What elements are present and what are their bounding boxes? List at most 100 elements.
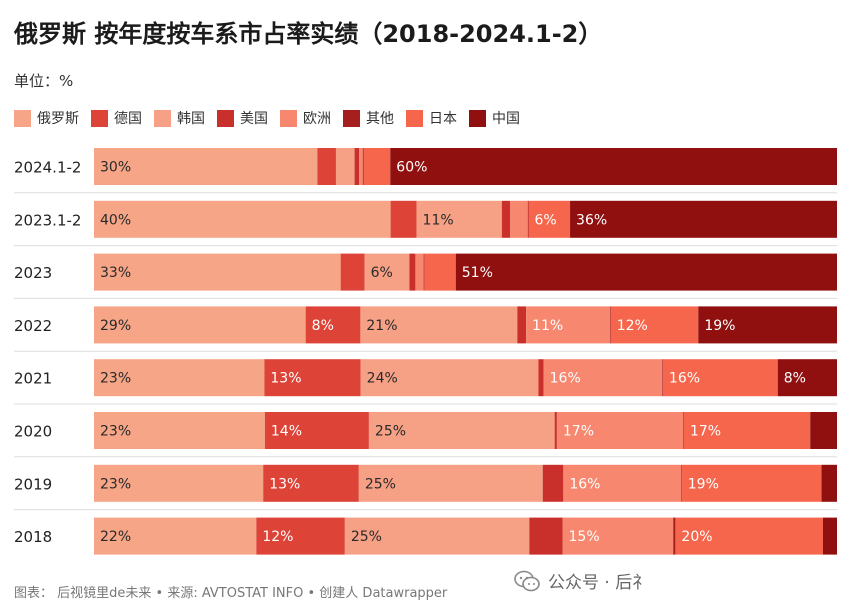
- bar-segment: [362, 148, 364, 185]
- bar-segment: [526, 306, 611, 344]
- bar-segment: [821, 464, 837, 502]
- bar-segment: [344, 517, 530, 555]
- legend-item-5: 其他: [343, 108, 394, 128]
- data-label: 19%: [704, 318, 735, 334]
- bar-segment: [683, 412, 811, 449]
- watermark: 公众号 · 后礻: [514, 568, 649, 593]
- bar-segment: [360, 359, 539, 397]
- legend-label: 俄罗斯: [37, 111, 79, 127]
- legend-swatch: [14, 109, 31, 127]
- data-label: 23%: [100, 371, 131, 387]
- bar-segment: [698, 306, 837, 344]
- bar-segment: [94, 148, 318, 185]
- legend-label: 日本: [429, 111, 457, 127]
- bar-segment: [94, 412, 265, 449]
- category-label: 2023.1-2: [14, 211, 81, 229]
- bar-segment: [556, 412, 684, 449]
- bar-segment: [517, 306, 527, 344]
- legend-label: 德国: [114, 111, 142, 127]
- bar-segment: [662, 359, 778, 397]
- bar-segment: [562, 517, 674, 555]
- bar-segment: [527, 200, 529, 238]
- bar-segment: [538, 359, 544, 397]
- data-label: 29%: [100, 318, 131, 334]
- bar-segment: [563, 464, 682, 502]
- legend-swatch: [406, 109, 423, 127]
- bar-segment: [256, 517, 345, 555]
- bar-segment: [455, 253, 837, 291]
- bar-segment: [364, 253, 410, 291]
- legend-item-4: 欧洲: [280, 108, 331, 128]
- data-label: 20%: [681, 529, 712, 545]
- data-label: 36%: [576, 212, 607, 228]
- category-label: 2024.1-2: [14, 159, 81, 177]
- data-label: 14%: [271, 424, 302, 440]
- data-label: 13%: [270, 371, 301, 387]
- bar-segment: [340, 253, 365, 291]
- data-label: 17%: [563, 424, 594, 440]
- bar-segment: [263, 464, 359, 502]
- bar-segment: [543, 359, 663, 397]
- chart-title: 俄罗斯 按年度按车系市占率实绩（2018-2024.1-2）: [14, 20, 603, 48]
- data-label: 60%: [396, 160, 427, 176]
- data-label: 16%: [569, 476, 600, 492]
- legend-label: 其他: [366, 111, 394, 127]
- data-label: 17%: [690, 424, 721, 440]
- bar-segment: [317, 148, 336, 185]
- legend-swatch: [280, 109, 297, 127]
- category-label: 2020: [14, 423, 52, 441]
- watermark-text: 公众号 · 后礻: [548, 573, 650, 593]
- bar-segment: [509, 200, 528, 238]
- bar-segment: [359, 148, 363, 185]
- bar-segment: [305, 306, 361, 344]
- legend-swatch: [343, 109, 360, 127]
- bar-segment: [610, 306, 611, 344]
- bar-segment: [423, 253, 425, 291]
- legend-item-3: 美国: [217, 108, 268, 128]
- data-label: 30%: [100, 160, 131, 176]
- legend: 俄罗斯 德国 韩国 美国 欧洲 其他 日本 中国: [14, 108, 532, 128]
- data-label: 25%: [365, 476, 396, 492]
- data-label: 25%: [351, 529, 382, 545]
- data-label: 16%: [669, 371, 700, 387]
- data-label: 33%: [100, 265, 131, 281]
- bar-segment: [409, 253, 416, 291]
- bar-segment: [822, 517, 837, 555]
- data-label: 6%: [371, 265, 393, 281]
- bar-segment: [683, 412, 684, 449]
- category-label: 2019: [14, 475, 52, 493]
- data-label: 23%: [100, 424, 131, 440]
- bar-segment: [681, 464, 682, 502]
- bar-segment: [681, 464, 822, 502]
- bar-segment: [94, 200, 391, 238]
- bar-segment: [415, 253, 424, 291]
- legend-item-1: 德国: [91, 108, 142, 128]
- data-label: 11%: [532, 318, 563, 334]
- bar-segment: [675, 517, 823, 555]
- bar-segment: [662, 359, 663, 397]
- data-label: 8%: [784, 371, 806, 387]
- bar-segment: [335, 148, 355, 185]
- bar-segment: [94, 359, 265, 397]
- data-label: 16%: [550, 371, 581, 387]
- legend-swatch: [154, 109, 171, 127]
- bar-segment: [354, 148, 360, 185]
- legend-label: 中国: [492, 111, 520, 127]
- data-label: 13%: [269, 476, 300, 492]
- legend-label: 欧洲: [303, 111, 331, 127]
- bar-segment: [416, 200, 502, 238]
- bar-segment: [570, 200, 837, 238]
- data-label: 21%: [366, 318, 397, 334]
- data-label: 15%: [569, 529, 600, 545]
- bar-segment: [554, 412, 557, 449]
- bar-segment: [94, 253, 341, 291]
- data-label: 19%: [688, 476, 719, 492]
- legend-item-6: 日本: [406, 108, 457, 128]
- data-label: 12%: [617, 318, 648, 334]
- data-label: 8%: [312, 318, 334, 334]
- legend-item-0: 俄罗斯: [14, 108, 79, 128]
- data-label: 51%: [462, 265, 493, 281]
- bar-segment: [424, 253, 456, 291]
- category-label: 2021: [14, 370, 52, 388]
- bar-segment: [501, 200, 510, 238]
